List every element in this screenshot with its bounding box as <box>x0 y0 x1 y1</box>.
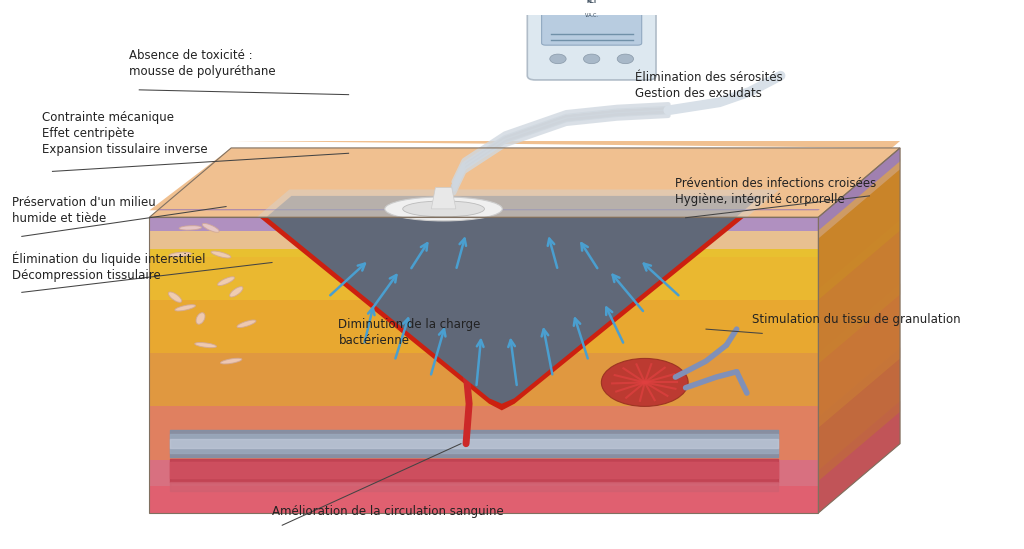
Text: Élimination du liquide interstitiel
Décompression tissulaire: Élimination du liquide interstitiel Déco… <box>11 252 205 282</box>
Ellipse shape <box>385 197 503 221</box>
Polygon shape <box>818 284 900 428</box>
Text: Amélioration de la circulation sanguine: Amélioration de la circulation sanguine <box>272 505 504 518</box>
Polygon shape <box>267 217 736 404</box>
Polygon shape <box>150 343 818 406</box>
FancyBboxPatch shape <box>542 0 642 45</box>
Polygon shape <box>818 148 900 513</box>
Ellipse shape <box>601 358 688 406</box>
Polygon shape <box>818 348 900 481</box>
Text: Contrainte mécanique
Effet centripète
Expansion tissulaire inverse: Contrainte mécanique Effet centripète Ex… <box>42 111 208 155</box>
Polygon shape <box>150 228 818 249</box>
Polygon shape <box>150 449 818 486</box>
Polygon shape <box>259 217 744 411</box>
Polygon shape <box>431 188 456 209</box>
Ellipse shape <box>169 252 191 257</box>
FancyBboxPatch shape <box>527 0 656 80</box>
Text: Élimination des sérosités
Gestion des exsudats: Élimination des sérosités Gestion des ex… <box>635 71 782 100</box>
Polygon shape <box>150 247 818 300</box>
Ellipse shape <box>449 333 469 346</box>
Polygon shape <box>150 148 900 217</box>
Polygon shape <box>150 209 828 217</box>
Polygon shape <box>150 217 818 231</box>
Polygon shape <box>818 148 900 238</box>
Text: Prévention des infections croisées
Hygiène, intégrité corporelle: Prévention des infections croisées Hygiè… <box>676 177 877 206</box>
Text: Préservation d'un milieu
humide et tiède: Préservation d'un milieu humide et tiède <box>11 196 156 225</box>
Text: Stimulation du tissu de granulation: Stimulation du tissu de granulation <box>752 313 961 326</box>
Polygon shape <box>818 148 900 231</box>
Text: Absence de toxicité :
mousse de polyuréthane: Absence de toxicité : mousse de polyurét… <box>129 49 275 79</box>
Ellipse shape <box>211 251 230 258</box>
Text: Diminution de la charge
bactérienne: Diminution de la charge bactérienne <box>338 318 480 348</box>
Ellipse shape <box>218 277 234 285</box>
Ellipse shape <box>175 305 196 311</box>
Ellipse shape <box>402 201 484 217</box>
Ellipse shape <box>196 313 205 324</box>
Polygon shape <box>150 217 818 231</box>
Polygon shape <box>267 196 761 217</box>
Polygon shape <box>818 220 900 364</box>
Polygon shape <box>150 289 818 353</box>
Ellipse shape <box>195 343 216 348</box>
Polygon shape <box>257 189 779 217</box>
Polygon shape <box>150 396 818 460</box>
Polygon shape <box>818 401 900 513</box>
Text: KCI: KCI <box>587 0 597 4</box>
Ellipse shape <box>179 226 202 230</box>
Ellipse shape <box>584 54 600 64</box>
Ellipse shape <box>229 287 243 297</box>
Polygon shape <box>818 159 900 300</box>
Text: V.A.C.: V.A.C. <box>585 13 599 18</box>
Polygon shape <box>150 244 818 257</box>
Ellipse shape <box>550 54 566 64</box>
Ellipse shape <box>203 223 219 232</box>
Ellipse shape <box>168 292 181 302</box>
Polygon shape <box>150 475 818 513</box>
Ellipse shape <box>220 358 242 364</box>
Ellipse shape <box>617 54 634 64</box>
Ellipse shape <box>237 320 256 328</box>
Polygon shape <box>150 141 900 217</box>
